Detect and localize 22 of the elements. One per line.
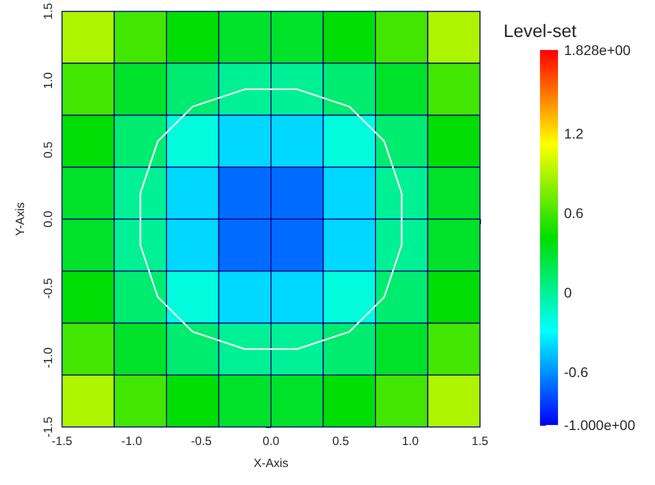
x-axis-title: X-Axis <box>254 456 288 470</box>
y-tick-label: -1.0 <box>41 347 55 368</box>
y-tick-label: -0.5 <box>41 278 55 299</box>
y-tick-label: 1.0 <box>41 72 55 89</box>
color-bar-label: 0 <box>564 284 572 300</box>
color-bar-title: Level-set <box>503 21 577 41</box>
color-bar-label: 1.2 <box>564 125 584 142</box>
x-tick-label: 1.5 <box>472 434 489 448</box>
color-bar-label: 1.828e+00 <box>564 42 631 58</box>
color-bar-label: 0.6 <box>564 204 584 221</box>
color-bar-label: -0.6 <box>564 364 588 380</box>
x-tick-label: -0.5 <box>190 434 212 448</box>
x-tick-label: -1.0 <box>121 434 142 448</box>
x-tick-label: 0.0 <box>262 434 280 448</box>
y-tick-label: 1.5 <box>41 2 55 20</box>
color-bar-label: -1.000e+00 <box>564 417 636 433</box>
y-axis-title: Y-Axis <box>13 202 27 236</box>
y-tick-label: 0.5 <box>41 141 55 158</box>
x-tick-label: -1.5 <box>52 434 73 448</box>
x-tick-label: 1.0 <box>402 434 419 448</box>
y-tick-label: 0.0 <box>41 210 55 228</box>
x-tick-label: 0.5 <box>332 434 350 448</box>
